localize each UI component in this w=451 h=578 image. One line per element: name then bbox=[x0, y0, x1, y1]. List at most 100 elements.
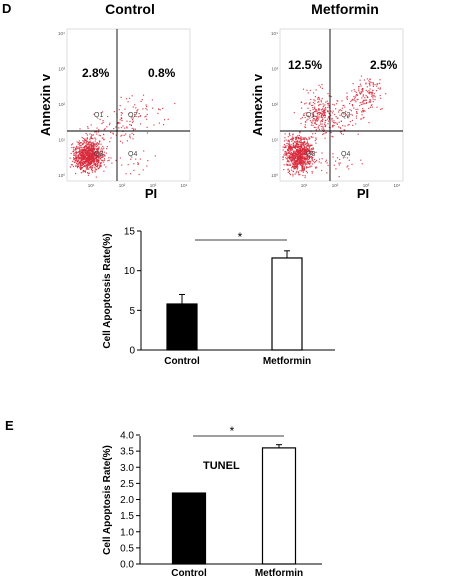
flow-event-dot bbox=[128, 97, 131, 99]
flow-event-dot bbox=[82, 162, 84, 164]
flow-event-dot bbox=[146, 113, 148, 115]
y-tick-label: 1.0 bbox=[120, 527, 134, 538]
flow-event-dot bbox=[310, 151, 312, 153]
flow-event-dot bbox=[358, 90, 360, 92]
flow-event-dot bbox=[302, 114, 304, 116]
flow-event-dot bbox=[284, 154, 286, 156]
flow-event-dot bbox=[75, 165, 77, 167]
flow-event-dot bbox=[102, 156, 104, 158]
flow-event-dot bbox=[307, 92, 309, 94]
flow-event-dot bbox=[152, 107, 154, 109]
flow-event-dot bbox=[300, 147, 302, 149]
flow-event-dot bbox=[362, 89, 364, 91]
flow-event-dot bbox=[335, 168, 337, 170]
flow-event-dot bbox=[91, 171, 93, 173]
flow-event-dot bbox=[94, 170, 96, 172]
flow-event-dot bbox=[78, 150, 80, 153]
flow-event-dot bbox=[97, 131, 99, 133]
flow-event-dot bbox=[291, 166, 293, 168]
flow-event-dot bbox=[71, 144, 73, 146]
flow-event-dot bbox=[93, 157, 95, 159]
flow-event-dot bbox=[288, 152, 290, 154]
flow-event-dot bbox=[76, 155, 78, 157]
flow-event-dot bbox=[78, 147, 80, 149]
flow-event-dot bbox=[297, 141, 299, 143]
flow-event-dot bbox=[76, 152, 78, 154]
flow-event-dot bbox=[96, 133, 98, 135]
flow-event-dot bbox=[133, 128, 135, 130]
flow-event-dot bbox=[76, 141, 78, 143]
flow-event-dot bbox=[303, 114, 305, 116]
flow-event-dot bbox=[308, 158, 310, 160]
flow-event-dot bbox=[320, 103, 322, 105]
flow-event-dot bbox=[282, 149, 284, 151]
flow-event-dot bbox=[95, 155, 97, 157]
flow-event-dot bbox=[78, 162, 80, 164]
flow-event-dot bbox=[306, 161, 308, 163]
flow-event-dot bbox=[77, 164, 79, 166]
flow-event-dot bbox=[369, 85, 371, 87]
flow-event-dot bbox=[88, 147, 90, 149]
flow-event-dot bbox=[133, 134, 135, 136]
flow-event-dot bbox=[323, 114, 325, 116]
flow-event-dot bbox=[351, 98, 354, 101]
flow-event-dot bbox=[301, 168, 303, 170]
flow-event-dot bbox=[363, 99, 365, 101]
flow-event-dot bbox=[342, 112, 344, 114]
flow-event-dot bbox=[158, 122, 160, 124]
flow-event-dot bbox=[89, 160, 92, 162]
flow-event-dot bbox=[132, 106, 134, 108]
flow-event-dot bbox=[91, 157, 93, 159]
flow-event-dot bbox=[323, 109, 325, 111]
flow-event-dot bbox=[368, 122, 370, 124]
flow-event-dot bbox=[145, 107, 147, 109]
flow-event-dot bbox=[310, 153, 312, 155]
flow-event-dot bbox=[287, 143, 289, 145]
flow-event-dot bbox=[78, 140, 80, 142]
flow-event-dot bbox=[76, 146, 78, 148]
flow-event-dot bbox=[73, 158, 75, 160]
flow-event-dot bbox=[126, 140, 128, 142]
flow-event-dot bbox=[370, 93, 373, 95]
flow-event-dot bbox=[322, 133, 324, 135]
flow-event-dot bbox=[371, 104, 373, 106]
flow-event-dot bbox=[74, 158, 76, 160]
flow-event-dot bbox=[361, 163, 363, 165]
flow-event-dot bbox=[301, 152, 303, 154]
flow-event-dot bbox=[362, 94, 364, 96]
flow-event-dot bbox=[82, 171, 84, 173]
flow-event-dot bbox=[362, 109, 364, 111]
flow-event-dot bbox=[94, 164, 96, 166]
flow-event-dot bbox=[301, 150, 303, 153]
flow-event-dot bbox=[305, 126, 307, 129]
flow-event-dot bbox=[93, 160, 96, 162]
flow-event-dot bbox=[320, 101, 322, 103]
flow-event-dot bbox=[104, 155, 106, 157]
flow-event-dot bbox=[81, 160, 83, 162]
flow-event-dot bbox=[294, 141, 296, 143]
flow-event-dot bbox=[77, 143, 79, 145]
flow-event-dot bbox=[299, 142, 302, 144]
flow-event-dot bbox=[330, 110, 332, 112]
flow-event-dot bbox=[91, 159, 93, 161]
flow-event-dot bbox=[340, 131, 343, 133]
flow-event-dot bbox=[101, 151, 103, 153]
flow-event-dot bbox=[346, 157, 348, 159]
flow-event-dot bbox=[288, 144, 290, 146]
flow-event-dot bbox=[82, 169, 84, 172]
flow-event-dot bbox=[301, 161, 303, 163]
flow-event-dot bbox=[74, 154, 76, 157]
flow-event-dot bbox=[118, 109, 120, 111]
flow-event-dot bbox=[282, 159, 284, 161]
flow-event-dot bbox=[91, 156, 93, 158]
flow-event-dot bbox=[91, 159, 94, 161]
flow-event-dot bbox=[288, 147, 290, 149]
flow-event-dot bbox=[373, 95, 375, 97]
flow-event-dot bbox=[304, 175, 306, 177]
flow-event-dot bbox=[72, 165, 75, 168]
flow-event-dot bbox=[305, 152, 307, 154]
flow-event-dot bbox=[297, 161, 299, 163]
flow-event-dot bbox=[346, 166, 348, 168]
flow-event-dot bbox=[120, 117, 123, 119]
flow-event-dot bbox=[84, 165, 86, 167]
